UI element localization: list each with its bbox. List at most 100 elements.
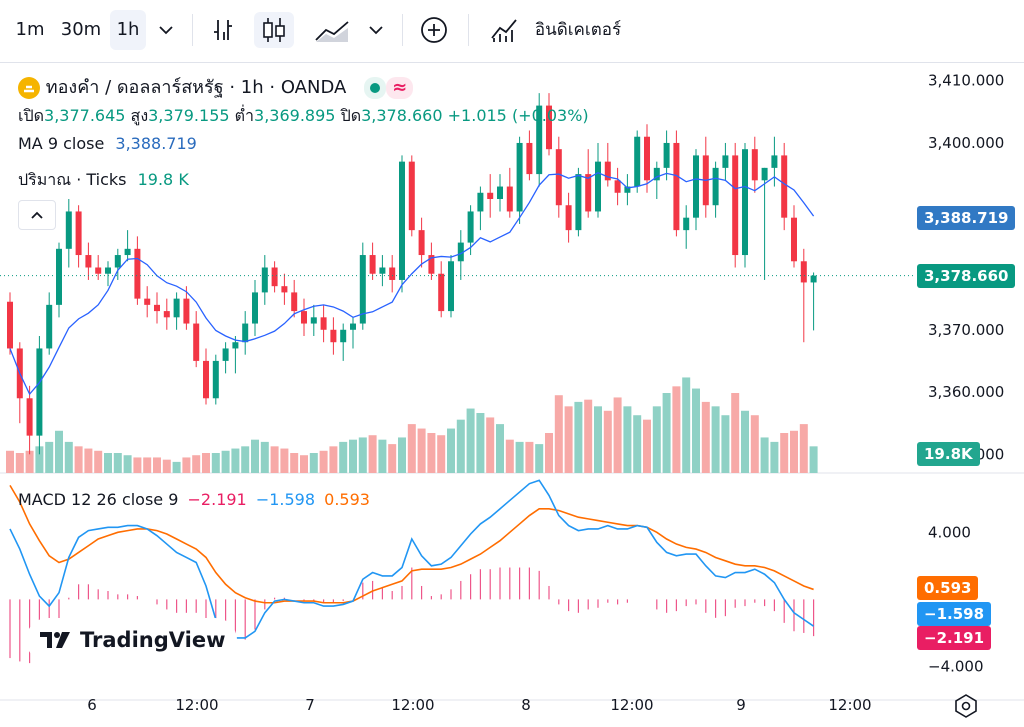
candle-body	[771, 155, 778, 168]
symbol-legend[interactable]: ทองคำ / ดอลลาร์สหรัฐ · 1h · OANDA ≈	[18, 72, 414, 101]
high-value: 3,379.155	[148, 106, 230, 125]
time-tick-label: 12:00	[610, 696, 653, 714]
candle-body	[193, 323, 200, 361]
market-open-status-icon[interactable]	[364, 77, 387, 99]
volume-bar	[290, 453, 299, 473]
volume-bar	[45, 441, 54, 473]
volume-bar	[231, 448, 240, 473]
tradingview-logo[interactable]: TradingView	[26, 618, 238, 662]
time-tick-label: 7	[305, 696, 315, 714]
tradingview-logo-icon	[40, 632, 70, 648]
volume-bar	[211, 453, 220, 473]
candle-body	[389, 267, 396, 280]
area-chart-type-icon[interactable]	[312, 12, 354, 48]
time-axis: 6 12:00 7 12:00 8 12:00 9 12:00	[87, 696, 871, 714]
interval-1h-button[interactable]: 1h	[110, 10, 146, 50]
volume-bar	[603, 410, 612, 473]
candle-body	[350, 323, 356, 330]
collapse-legend-button[interactable]	[18, 200, 56, 230]
low-value: 3,369.895	[254, 106, 336, 125]
ma-value: 3,388.719	[115, 134, 197, 153]
candle-body	[516, 142, 523, 212]
macd-tick-label: 4.000	[928, 523, 971, 541]
candle-body	[379, 267, 386, 274]
ohlc-legend: เปิด3,377.645 สูง3,379.155 ต่ำ3,369.895 …	[18, 104, 589, 129]
chart-type-dropdown-chevron-icon[interactable]	[358, 12, 394, 48]
candle-body	[732, 155, 739, 256]
indicators-button[interactable]: อินดิเคเตอร์	[534, 20, 622, 40]
time-tick-label: 6	[87, 696, 97, 714]
candle-body	[663, 142, 670, 168]
symbol-title[interactable]: ทองคำ / ดอลลาร์สหรัฐ · 1h · OANDA	[45, 77, 347, 98]
volume-legend[interactable]: ปริมาณ · Ticks 19.8 K	[18, 168, 189, 193]
close-label: ปิด	[340, 106, 362, 125]
volume-bar	[701, 401, 710, 473]
price-tick-label: 3,360.000	[928, 383, 1004, 401]
low-label: ต่ำ	[234, 106, 255, 125]
candle-body	[56, 248, 62, 305]
volume-bar	[574, 401, 583, 473]
interval-30m-button[interactable]: 30m	[60, 19, 102, 40]
volume-bar	[113, 453, 122, 473]
candle-body	[595, 161, 601, 212]
last-price-tag: 3,378.660	[917, 264, 1016, 288]
volume-label[interactable]: ปริมาณ · Ticks	[18, 170, 127, 189]
ma-label[interactable]: MA 9 close	[18, 134, 105, 153]
candle-body	[565, 205, 572, 231]
chart-canvas[interactable]: 3,410.0003,400.0003,370.0003,360.0003,35…	[0, 62, 1024, 727]
indicators-icon[interactable]	[486, 12, 522, 48]
volume-bar	[496, 424, 504, 473]
candle-body	[330, 329, 337, 343]
candle-body	[252, 292, 258, 324]
volume-bar	[799, 424, 808, 473]
candle-body	[624, 186, 631, 193]
volume-bar	[172, 461, 181, 473]
macd-signal-value: 0.593	[324, 490, 370, 509]
chart-area[interactable]: 3,410.0003,400.0003,370.0003,360.0003,35…	[0, 62, 1024, 727]
candle-body	[222, 348, 229, 361]
volume-bar	[104, 453, 112, 473]
volume-bar	[505, 439, 514, 473]
candle-body	[281, 286, 288, 293]
interval-1m-button[interactable]: 1m	[15, 19, 45, 40]
chevron-up-icon	[31, 211, 43, 219]
candle-body	[261, 267, 268, 293]
macd-label[interactable]: MACD 12 26 close 9	[18, 490, 179, 509]
candle-body	[673, 142, 680, 231]
delayed-data-icon[interactable]: ≈	[386, 77, 414, 99]
volume-bar	[466, 408, 475, 473]
volume-bar	[300, 455, 308, 473]
volume-bar	[55, 430, 63, 473]
candle-body	[144, 298, 151, 305]
volume-bar	[692, 388, 700, 473]
macd-legend[interactable]: MACD 12 26 close 9 −2.191 −1.598 0.593	[18, 490, 370, 509]
open-value: 3,377.645	[44, 106, 126, 125]
candle-body	[7, 301, 13, 349]
candle-body	[369, 255, 376, 274]
interval-dropdown-chevron-icon[interactable]	[148, 12, 184, 48]
candles-chart-type-icon[interactable]	[254, 12, 294, 48]
volume-bar	[368, 435, 377, 473]
volume-bar	[280, 448, 289, 473]
candle-body	[487, 192, 494, 199]
candle-body	[203, 360, 209, 399]
ma-line	[9, 171, 815, 396]
toolbar-divider	[402, 14, 403, 46]
settings-icon[interactable]	[952, 692, 980, 724]
add-compare-plus-icon[interactable]	[416, 12, 452, 48]
price-axis: 3,410.0003,400.0003,370.0003,360.0003,35…	[928, 72, 1004, 676]
open-label: เปิด	[18, 106, 45, 125]
volume-bar	[133, 457, 142, 473]
volume-bar	[202, 453, 210, 473]
bar-chart-type-icon[interactable]	[206, 12, 242, 48]
toolbar-divider	[192, 14, 193, 46]
price-tick-label: 3,400.000	[928, 134, 1004, 152]
candle-body	[340, 329, 347, 343]
candle-body	[399, 161, 405, 280]
candle-body	[46, 304, 53, 349]
ma-legend[interactable]: MA 9 close 3,388.719	[18, 134, 197, 153]
toolbar-divider	[468, 14, 469, 46]
volume-bar	[74, 446, 83, 473]
candle-body	[457, 242, 464, 262]
volume-bar	[25, 450, 34, 473]
